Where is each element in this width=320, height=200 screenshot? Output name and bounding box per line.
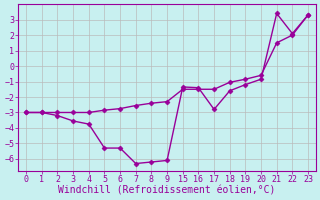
X-axis label: Windchill (Refroidissement éolien,°C): Windchill (Refroidissement éolien,°C) [58, 186, 276, 196]
